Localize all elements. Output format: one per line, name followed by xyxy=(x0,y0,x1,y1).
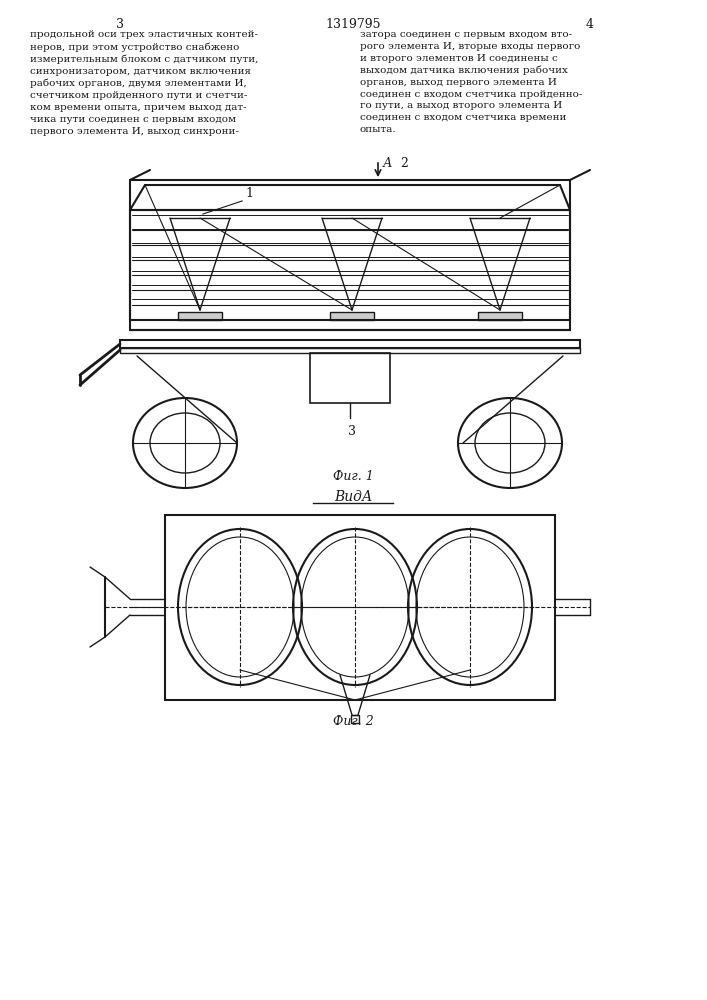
Bar xyxy=(130,210,570,330)
Bar xyxy=(310,353,390,403)
Text: Фиг. 1: Фиг. 1 xyxy=(332,470,373,483)
Bar xyxy=(120,348,580,353)
Text: 1319795: 1319795 xyxy=(325,18,381,31)
Text: 3: 3 xyxy=(116,18,124,31)
Text: ВидА: ВидА xyxy=(334,490,372,504)
Text: 2: 2 xyxy=(400,157,408,170)
Bar xyxy=(120,340,580,348)
Text: продольной оси трех эластичных контей-
неров, при этом устройство снабжено
измер: продольной оси трех эластичных контей- н… xyxy=(30,30,258,135)
Text: А: А xyxy=(383,157,392,170)
Text: 4: 4 xyxy=(586,18,594,31)
Bar xyxy=(165,515,555,700)
Text: Фиг. 2: Фиг. 2 xyxy=(332,715,373,728)
Text: 3: 3 xyxy=(348,425,356,438)
Text: затора соединен с первым входом вто-
рого элемента И, вторые входы первого
и вто: затора соединен с первым входом вто- рог… xyxy=(360,30,583,134)
Text: 1: 1 xyxy=(245,187,253,200)
Bar xyxy=(351,715,359,723)
Bar xyxy=(330,312,374,320)
Bar xyxy=(478,312,522,320)
Bar xyxy=(178,312,222,320)
